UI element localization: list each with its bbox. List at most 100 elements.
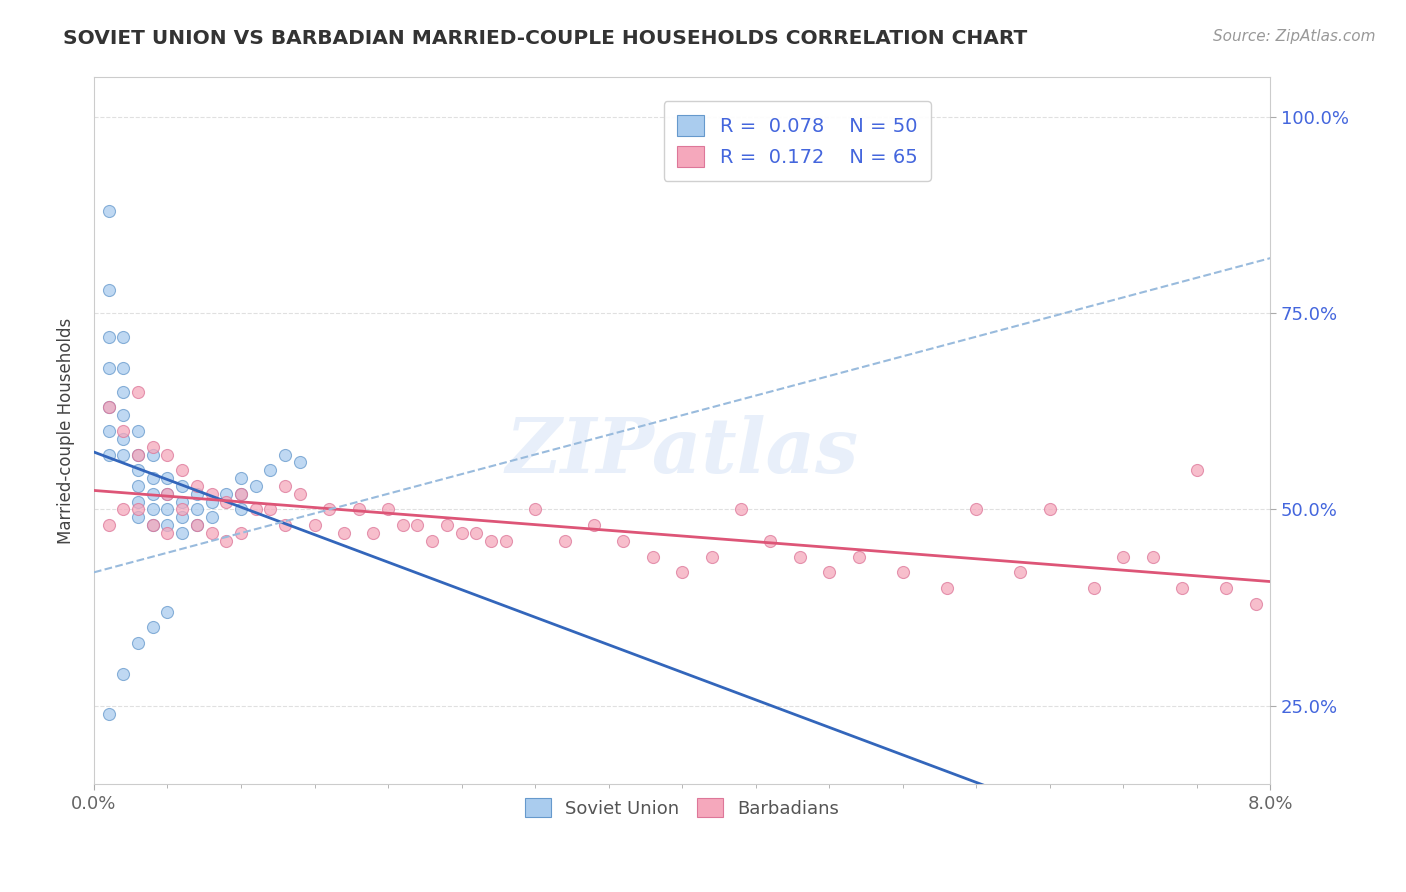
Point xyxy=(274,479,297,493)
Point xyxy=(142,620,165,634)
Point xyxy=(1244,597,1267,611)
Point xyxy=(848,549,870,564)
Point xyxy=(479,533,502,548)
Point xyxy=(186,502,208,516)
Point xyxy=(229,487,252,501)
Point xyxy=(112,329,135,343)
Point xyxy=(112,667,135,681)
Point xyxy=(245,479,267,493)
Point xyxy=(186,487,208,501)
Point xyxy=(156,502,179,516)
Point xyxy=(97,283,120,297)
Point xyxy=(97,361,120,376)
Point xyxy=(156,605,179,619)
Point xyxy=(172,526,194,541)
Point xyxy=(391,518,413,533)
Point xyxy=(318,502,340,516)
Point xyxy=(304,518,326,533)
Point xyxy=(200,487,222,501)
Point xyxy=(112,448,135,462)
Point xyxy=(1142,549,1164,564)
Point xyxy=(524,502,547,516)
Point xyxy=(172,494,194,508)
Point xyxy=(612,533,634,548)
Point xyxy=(127,494,149,508)
Point xyxy=(377,502,399,516)
Point xyxy=(127,384,149,399)
Point xyxy=(186,518,208,533)
Text: ZIPatlas: ZIPatlas xyxy=(506,415,859,489)
Point xyxy=(127,636,149,650)
Point xyxy=(112,361,135,376)
Point xyxy=(436,518,458,533)
Point xyxy=(215,533,238,548)
Point xyxy=(1010,566,1032,580)
Point xyxy=(97,401,120,415)
Point xyxy=(127,479,149,493)
Point xyxy=(333,526,356,541)
Point xyxy=(200,510,222,524)
Point xyxy=(215,494,238,508)
Point xyxy=(229,487,252,501)
Point xyxy=(759,533,782,548)
Point xyxy=(274,448,297,462)
Point xyxy=(200,526,222,541)
Point xyxy=(641,549,664,564)
Point xyxy=(142,471,165,485)
Point xyxy=(554,533,576,548)
Point xyxy=(172,479,194,493)
Point xyxy=(97,518,120,533)
Point xyxy=(127,448,149,462)
Point xyxy=(347,502,370,516)
Point xyxy=(671,566,693,580)
Point xyxy=(1185,463,1208,477)
Point xyxy=(245,502,267,516)
Point xyxy=(112,502,135,516)
Point xyxy=(127,502,149,516)
Point xyxy=(420,533,443,548)
Point xyxy=(142,518,165,533)
Point xyxy=(127,510,149,524)
Point xyxy=(186,518,208,533)
Point xyxy=(172,502,194,516)
Point xyxy=(142,502,165,516)
Point xyxy=(582,518,605,533)
Point xyxy=(186,479,208,493)
Point xyxy=(1112,549,1135,564)
Point xyxy=(406,518,429,533)
Point xyxy=(112,384,135,399)
Point xyxy=(818,566,841,580)
Point xyxy=(465,526,488,541)
Text: SOVIET UNION VS BARBADIAN MARRIED-COUPLE HOUSEHOLDS CORRELATION CHART: SOVIET UNION VS BARBADIAN MARRIED-COUPLE… xyxy=(63,29,1028,47)
Point xyxy=(97,706,120,721)
Point xyxy=(172,463,194,477)
Point xyxy=(97,401,120,415)
Point xyxy=(965,502,987,516)
Point xyxy=(935,581,957,595)
Point xyxy=(700,549,723,564)
Point xyxy=(112,432,135,446)
Point xyxy=(142,518,165,533)
Point xyxy=(156,487,179,501)
Point xyxy=(156,448,179,462)
Point xyxy=(127,448,149,462)
Point xyxy=(156,518,179,533)
Point xyxy=(229,526,252,541)
Point xyxy=(363,526,385,541)
Point xyxy=(259,502,281,516)
Text: Source: ZipAtlas.com: Source: ZipAtlas.com xyxy=(1212,29,1375,44)
Point xyxy=(274,518,297,533)
Point xyxy=(495,533,517,548)
Point xyxy=(127,463,149,477)
Point xyxy=(1039,502,1062,516)
Point xyxy=(229,502,252,516)
Point xyxy=(450,526,472,541)
Point xyxy=(215,487,238,501)
Point xyxy=(97,424,120,438)
Point xyxy=(789,549,811,564)
Point xyxy=(730,502,752,516)
Point xyxy=(97,204,120,219)
Point xyxy=(259,463,281,477)
Point xyxy=(97,329,120,343)
Point xyxy=(142,440,165,454)
